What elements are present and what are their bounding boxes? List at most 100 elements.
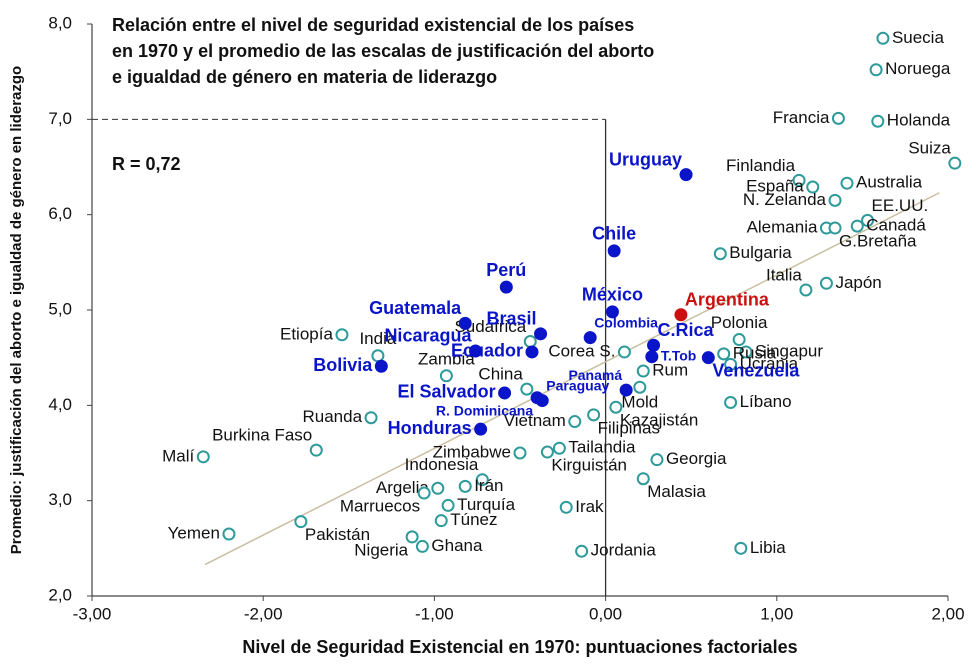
point: [806, 180, 820, 194]
point-label: El Salvador: [398, 382, 496, 402]
point-label: Holanda: [887, 111, 951, 130]
point: [309, 443, 323, 457]
point: [520, 382, 534, 396]
point: [431, 481, 445, 495]
point-label: Australia: [856, 173, 923, 192]
point-label: Malí: [162, 446, 194, 465]
point-label: Francia: [773, 108, 830, 127]
point-label: Uruguay: [609, 149, 682, 169]
point: [724, 395, 738, 409]
point-label: Corea S.: [548, 341, 615, 360]
point: [861, 213, 875, 227]
point-label: R. Dominicana: [436, 402, 533, 418]
point-label: Malasia: [647, 482, 706, 501]
point: [474, 422, 488, 436]
point: [458, 316, 472, 330]
point-label: Irak: [575, 497, 604, 516]
x-axis-title: Nivel de Seguridad Existencial en 1970: …: [242, 637, 797, 657]
x-tick-label: -2,00: [244, 604, 283, 623]
point: [734, 541, 748, 555]
point-label: Pakistán: [305, 525, 370, 544]
point-label: Polonia: [711, 313, 768, 332]
point: [831, 111, 845, 125]
x-tick-label: 0,00: [589, 604, 622, 623]
point: [499, 280, 513, 294]
point: [335, 328, 349, 342]
point: [540, 445, 554, 459]
point-label: Brasil: [487, 309, 537, 329]
point-label: Honduras: [388, 418, 472, 438]
point-label: Jordania: [591, 541, 657, 560]
point-label: Ghana: [431, 536, 483, 555]
point-label: Indonesia: [405, 455, 479, 474]
point: [534, 327, 548, 341]
point-label: Singapur: [755, 341, 823, 360]
point: [869, 63, 883, 77]
point-label: Vietnam: [504, 411, 566, 430]
point-label: México: [582, 285, 643, 305]
point: [405, 530, 419, 544]
x-tick-label: 2,00: [931, 604, 964, 623]
point-label: Japón: [835, 273, 881, 292]
point: [876, 31, 890, 45]
point-label: Italia: [766, 265, 802, 284]
point: [513, 446, 527, 460]
point-label: Paraguay: [546, 377, 609, 393]
point-label: Guatemala: [369, 298, 462, 318]
point: [674, 308, 688, 322]
point: [636, 472, 650, 486]
y-tick-label: 5,0: [48, 299, 72, 318]
point-label: Rum: [652, 360, 688, 379]
point: [828, 221, 842, 235]
point-label: Bulgaria: [729, 243, 792, 262]
point-label: Sudáfrica: [454, 317, 526, 336]
point-label: Rusia: [733, 343, 777, 362]
point: [575, 544, 589, 558]
point-label: Canadá: [866, 216, 926, 235]
point-label: C.Rica: [658, 320, 715, 340]
point-label: Perú: [486, 260, 526, 280]
point-label: Panamá: [568, 367, 622, 383]
point-label: Túnez: [450, 510, 497, 529]
point: [530, 391, 544, 405]
point-label: Suiza: [908, 139, 951, 158]
point: [701, 351, 715, 365]
point: [552, 441, 566, 455]
point: [468, 344, 482, 358]
point-label: Bolivia: [313, 355, 373, 375]
point: [458, 479, 472, 493]
point-label: Suecia: [892, 28, 945, 47]
point: [568, 415, 582, 429]
point-label: Chile: [592, 224, 636, 244]
point: [607, 244, 621, 258]
point-label: Ucrania: [740, 354, 799, 373]
point-label: EE.UU.: [872, 196, 929, 215]
point: [792, 173, 806, 187]
point-label: Georgia: [666, 449, 727, 468]
point-label: Yemen: [168, 524, 220, 543]
point-label: Marruecos: [340, 497, 420, 516]
point-label: Noruega: [885, 59, 951, 78]
x-tick-label: -3,00: [73, 604, 112, 623]
point-label: Zimbabwe: [433, 442, 511, 461]
point: [294, 515, 308, 529]
y-axis-title: Promedio: justificación del aborto e igu…: [8, 66, 25, 554]
point: [441, 498, 455, 512]
point: [523, 334, 537, 348]
y-tick-label: 3,0: [48, 490, 72, 509]
annotation: R = 0,72: [112, 154, 181, 174]
point: [650, 453, 664, 467]
y-tick-label: 6,0: [48, 204, 72, 223]
point: [633, 380, 647, 394]
y-tick-label: 7,0: [48, 109, 72, 128]
point-label: Burkina Faso: [212, 426, 312, 445]
point: [364, 411, 378, 425]
point-label: Mold: [621, 393, 658, 412]
point: [374, 359, 388, 373]
point: [799, 283, 813, 297]
point-label: Colombia: [594, 314, 658, 330]
point-label: Finlandia: [726, 156, 796, 175]
y-tick-label: 2,0: [48, 585, 72, 604]
point-label: Venezuela: [712, 360, 800, 380]
